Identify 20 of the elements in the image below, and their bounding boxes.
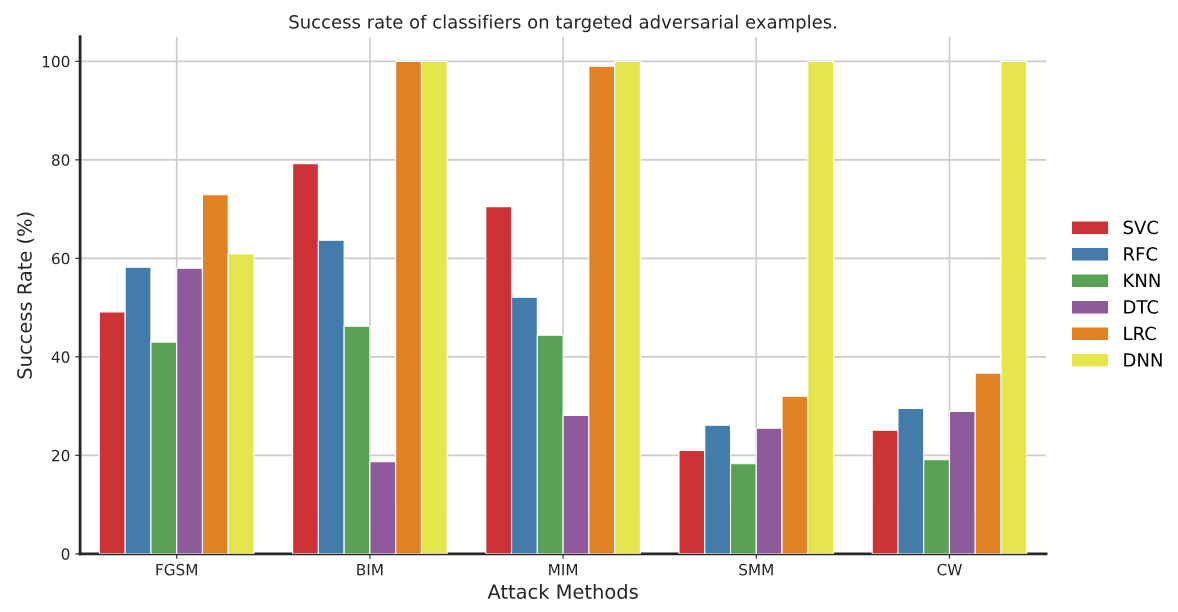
x-tick-label: SMM xyxy=(739,563,773,576)
x-tick-label: MIM xyxy=(549,564,578,576)
legend-label: SVC xyxy=(1123,220,1158,235)
legend-label: RFC xyxy=(1124,247,1158,261)
x-tick-label: CW xyxy=(937,563,962,576)
legend-label: DNN xyxy=(1124,353,1162,367)
y-tick-label: 20 xyxy=(52,449,70,462)
legend-label: KNN xyxy=(1124,273,1160,288)
legend-label: LRC xyxy=(1124,326,1156,341)
x-tick-label: BIM xyxy=(357,564,383,576)
y-tick-label: 100 xyxy=(42,55,70,68)
y-tick-label: 0 xyxy=(61,548,70,560)
x-tick-label: FGSM xyxy=(156,563,197,576)
chart-title: Success rate of classifiers on targeted adversarial examples. xyxy=(289,14,836,33)
y-tick-label: 40 xyxy=(51,351,70,363)
y-tick-label: 60 xyxy=(52,252,70,265)
y-tick-label: 80 xyxy=(51,154,70,166)
x-axis-title: Attack Methods xyxy=(487,583,638,599)
legend-label: DTC xyxy=(1124,300,1159,314)
y-axis-title: Success Rate (%) xyxy=(16,212,35,379)
